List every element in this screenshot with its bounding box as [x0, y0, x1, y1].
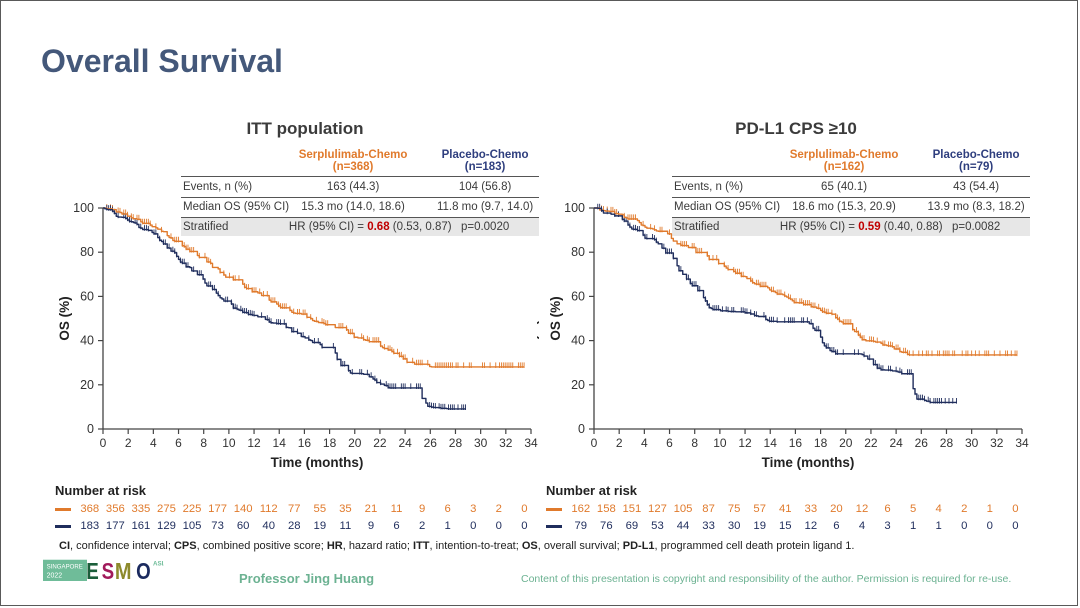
svg-text:22: 22 [864, 436, 878, 450]
svg-text:E: E [86, 559, 99, 584]
svg-text:14: 14 [273, 436, 287, 450]
svg-text:22: 22 [373, 436, 387, 450]
svg-text:0: 0 [578, 422, 585, 436]
svg-text:6: 6 [666, 436, 673, 450]
svg-text:14: 14 [764, 436, 778, 450]
svg-text:O: O [136, 559, 151, 584]
svg-text:28: 28 [940, 436, 954, 450]
svg-text:28: 28 [449, 436, 463, 450]
svg-text:4: 4 [150, 436, 157, 450]
svg-text:20: 20 [80, 378, 94, 392]
svg-text:10: 10 [222, 436, 236, 450]
svg-text:24: 24 [889, 436, 903, 450]
svg-text:6: 6 [175, 436, 182, 450]
svg-text:2022: 2022 [47, 572, 63, 579]
svg-text:60: 60 [571, 289, 585, 303]
svg-text:20: 20 [571, 378, 585, 392]
svg-text:10: 10 [713, 436, 727, 450]
svg-text:20: 20 [839, 436, 853, 450]
svg-text:2: 2 [616, 436, 623, 450]
svg-text:16: 16 [789, 436, 803, 450]
svg-text:20: 20 [348, 436, 362, 450]
svg-text:Time (months): Time (months) [762, 455, 855, 470]
svg-text:16: 16 [298, 436, 312, 450]
svg-text:0: 0 [100, 436, 107, 450]
svg-text:OS (%): OS (%) [537, 296, 539, 340]
svg-text:18: 18 [323, 436, 337, 450]
svg-text:12: 12 [247, 436, 261, 450]
svg-text:12: 12 [738, 436, 752, 450]
svg-text:S: S [102, 559, 115, 584]
svg-text:0: 0 [591, 436, 598, 450]
svg-text:24: 24 [398, 436, 412, 450]
svg-text:34: 34 [524, 436, 538, 450]
svg-text:100: 100 [564, 201, 585, 215]
svg-text:30: 30 [474, 436, 488, 450]
svg-text:ASIA: ASIA [153, 561, 164, 568]
svg-text:4: 4 [641, 436, 648, 450]
svg-text:8: 8 [691, 436, 698, 450]
svg-text:32: 32 [499, 436, 513, 450]
svg-text:40: 40 [571, 334, 585, 348]
svg-text:60: 60 [80, 289, 94, 303]
svg-text:SINGAPORE: SINGAPORE [47, 564, 83, 571]
svg-text:80: 80 [80, 245, 94, 259]
svg-text:Time (months): Time (months) [271, 455, 364, 470]
svg-text:80: 80 [571, 245, 585, 259]
svg-text:8: 8 [200, 436, 207, 450]
svg-text:OS (%): OS (%) [57, 296, 72, 340]
svg-text:30: 30 [965, 436, 979, 450]
svg-text:18: 18 [814, 436, 828, 450]
svg-text:100: 100 [73, 201, 94, 215]
svg-text:32: 32 [990, 436, 1004, 450]
svg-text:0: 0 [87, 422, 94, 436]
svg-text:M: M [115, 559, 132, 584]
svg-text:34: 34 [1015, 436, 1029, 450]
svg-text:OS (%): OS (%) [548, 296, 563, 340]
svg-text:26: 26 [915, 436, 929, 450]
svg-text:26: 26 [424, 436, 438, 450]
svg-text:2: 2 [125, 436, 132, 450]
svg-text:40: 40 [80, 334, 94, 348]
